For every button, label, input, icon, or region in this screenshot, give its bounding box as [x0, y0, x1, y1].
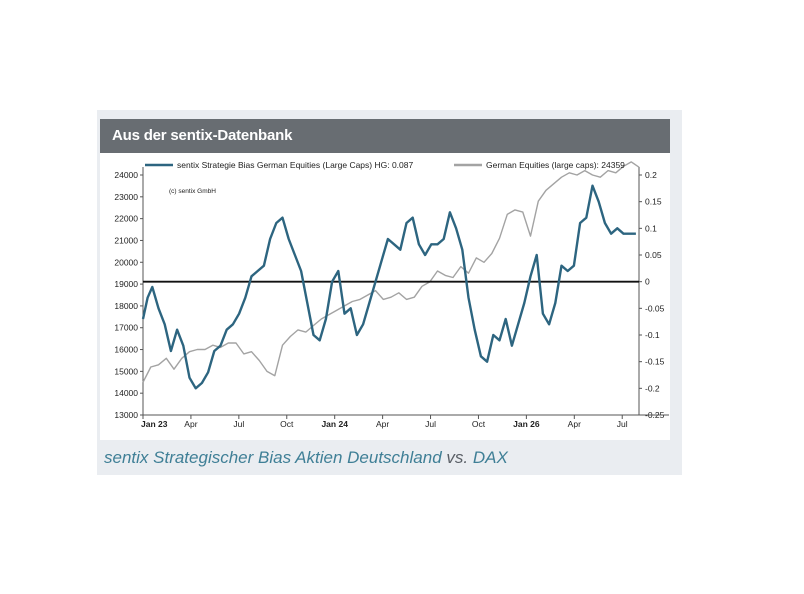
y-left-tick-label: 21000 [114, 235, 138, 245]
y-right-tick-label: 0.1 [645, 223, 657, 233]
y-left-tick-label: 17000 [114, 323, 138, 333]
copyright-note: (c) sentix GmbH [169, 188, 216, 195]
y-left-tick-label: 14000 [114, 388, 138, 398]
x-tick-label: Apr [184, 419, 197, 429]
y-left-tick-label: 23000 [114, 192, 138, 202]
x-tick-label: Jul [617, 419, 628, 429]
x-tick-label: Apr [568, 419, 581, 429]
chart-panel [100, 153, 670, 440]
chart-header-title: Aus der sentix-Datenbank [100, 119, 670, 153]
y-left-tick-label: 16000 [114, 345, 138, 355]
y-right-tick-label: 0.05 [645, 250, 662, 260]
legend-label-dax: German Equities (large caps): 24359 [486, 160, 625, 170]
x-tick-label: Apr [376, 419, 389, 429]
y-left-tick-label: 13000 [114, 410, 138, 420]
y-left-tick-label: 19000 [114, 279, 138, 289]
dax-series-line [142, 161, 640, 383]
y-left-tick-label: 22000 [114, 214, 138, 224]
x-tick-label: Jul [425, 419, 436, 429]
legend-label-bias: sentix Strategie Bias German Equities (L… [177, 160, 413, 170]
x-axis: Jan 23 Apr Jul Oct Jan 24 Apr Jul Oct Jan 26 Apr J… [141, 415, 628, 429]
y-left-tick-label: 24000 [114, 170, 138, 180]
y-left-tick-label: 18000 [114, 301, 138, 311]
y-left-tick-label: 20000 [114, 257, 138, 267]
y-right-tick-label: 0 [645, 277, 650, 287]
x-tick-label: Jul [233, 419, 244, 429]
y-right-tick-label: 0.2 [645, 170, 657, 180]
x-tick-label: Jan 26 [513, 419, 540, 429]
x-tick-label: Jan 23 [141, 419, 168, 429]
y-left-axis: 13000 14000 15000 16000 17000 18000 19000 20000… [114, 170, 143, 420]
caption-vs: vs. [446, 448, 469, 467]
x-tick-label: Oct [472, 419, 486, 429]
legend: sentix Strategie Bias German Equities (L… [145, 160, 625, 170]
bias-series-line [141, 184, 636, 390]
y-right-tick-label: -0.05 [645, 303, 665, 313]
y-right-tick-label: -0.2 [645, 383, 660, 393]
line-chart: 13000 14000 15000 16000 17000 18000 19000 20000… [114, 160, 669, 429]
y-right-tick-label: 0.15 [645, 197, 662, 207]
caption-tail: DAX [472, 448, 508, 467]
caption-main: sentix Strategischer Bias Aktien Deutsch… [104, 448, 442, 467]
x-tick-label: Jan 24 [321, 419, 348, 429]
y-left-tick-label: 15000 [114, 366, 138, 376]
y-right-tick-label: -0.1 [645, 330, 660, 340]
y-right-tick-label: -0.15 [645, 357, 665, 367]
chart-caption: sentix Strategischer Bias Aktien Deutsch… [104, 448, 508, 468]
x-tick-label: Oct [280, 419, 294, 429]
